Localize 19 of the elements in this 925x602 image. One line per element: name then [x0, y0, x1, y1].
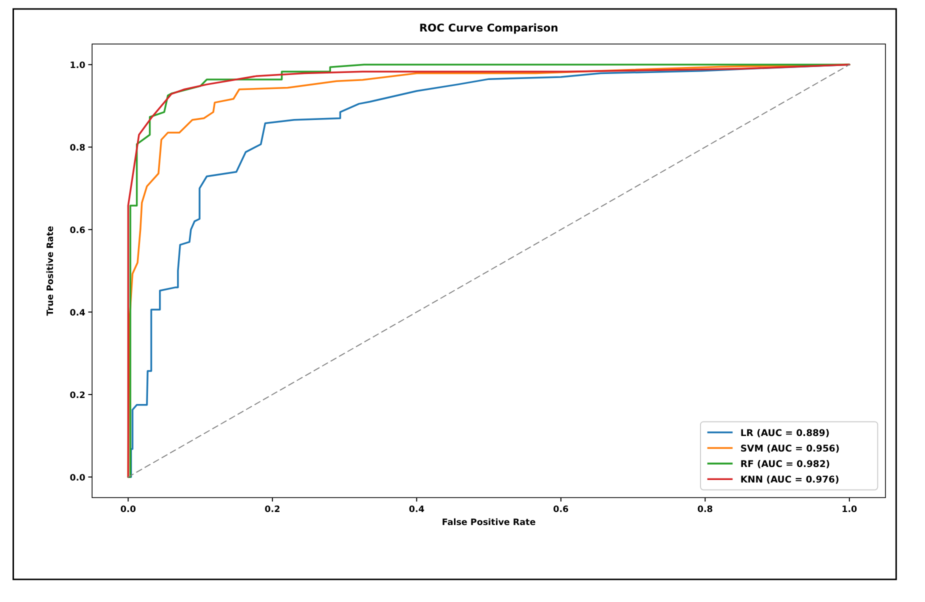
- legend-label: SVM (AUC = 0.956): [740, 443, 840, 454]
- chart-title: ROC Curve Comparison: [419, 21, 558, 34]
- y-tick-label: 0.0: [70, 473, 86, 484]
- y-tick-label: 0.6: [70, 226, 86, 236]
- y-axis-title: True Positive Rate: [46, 226, 56, 316]
- legend-label: KNN (AUC = 0.976): [740, 474, 840, 486]
- legend-label: LR (AUC = 0.889): [740, 428, 830, 439]
- y-tick-label: 0.8: [70, 144, 86, 154]
- x-tick-label: 0.8: [697, 505, 713, 516]
- legend-label: RF (AUC = 0.982): [740, 458, 830, 470]
- x-tick-label: 0.2: [264, 505, 280, 516]
- x-tick-label: 0.6: [553, 505, 569, 516]
- y-tick-label: 0.4: [70, 308, 86, 318]
- y-tick-label: 1.0: [70, 61, 86, 72]
- x-axis-title: False Positive Rate: [442, 518, 536, 528]
- y-tick-label: 0.2: [70, 390, 86, 401]
- x-tick-label: 1.0: [842, 505, 858, 516]
- x-tick-label: 0.4: [408, 505, 424, 516]
- x-tick-label: 0.0: [120, 505, 136, 516]
